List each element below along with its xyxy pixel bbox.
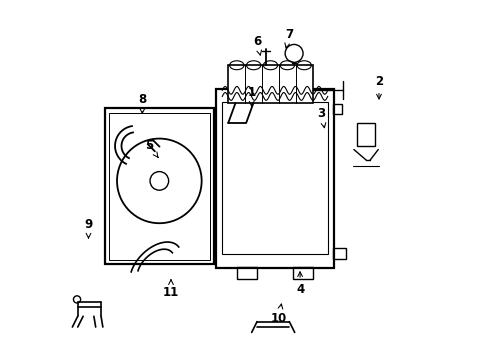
Bar bbox=[292, 267, 312, 279]
Bar bbox=[104, 108, 214, 264]
Bar bbox=[215, 89, 333, 268]
Text: 9: 9 bbox=[84, 218, 92, 238]
Text: 8: 8 bbox=[138, 93, 146, 113]
Bar bbox=[333, 104, 342, 114]
Text: 1: 1 bbox=[247, 86, 255, 106]
Text: 4: 4 bbox=[295, 272, 304, 296]
Bar bbox=[333, 248, 346, 259]
Bar bbox=[109, 113, 209, 260]
Bar bbox=[357, 123, 374, 146]
Text: 6: 6 bbox=[252, 35, 261, 55]
Text: 3: 3 bbox=[317, 107, 325, 128]
Text: 5: 5 bbox=[145, 139, 158, 157]
Text: 10: 10 bbox=[270, 304, 286, 325]
Text: 7: 7 bbox=[285, 28, 293, 48]
Bar bbox=[222, 102, 327, 254]
Bar bbox=[228, 65, 312, 103]
Text: 2: 2 bbox=[374, 75, 382, 99]
Bar bbox=[237, 267, 257, 279]
Text: 11: 11 bbox=[163, 280, 179, 300]
